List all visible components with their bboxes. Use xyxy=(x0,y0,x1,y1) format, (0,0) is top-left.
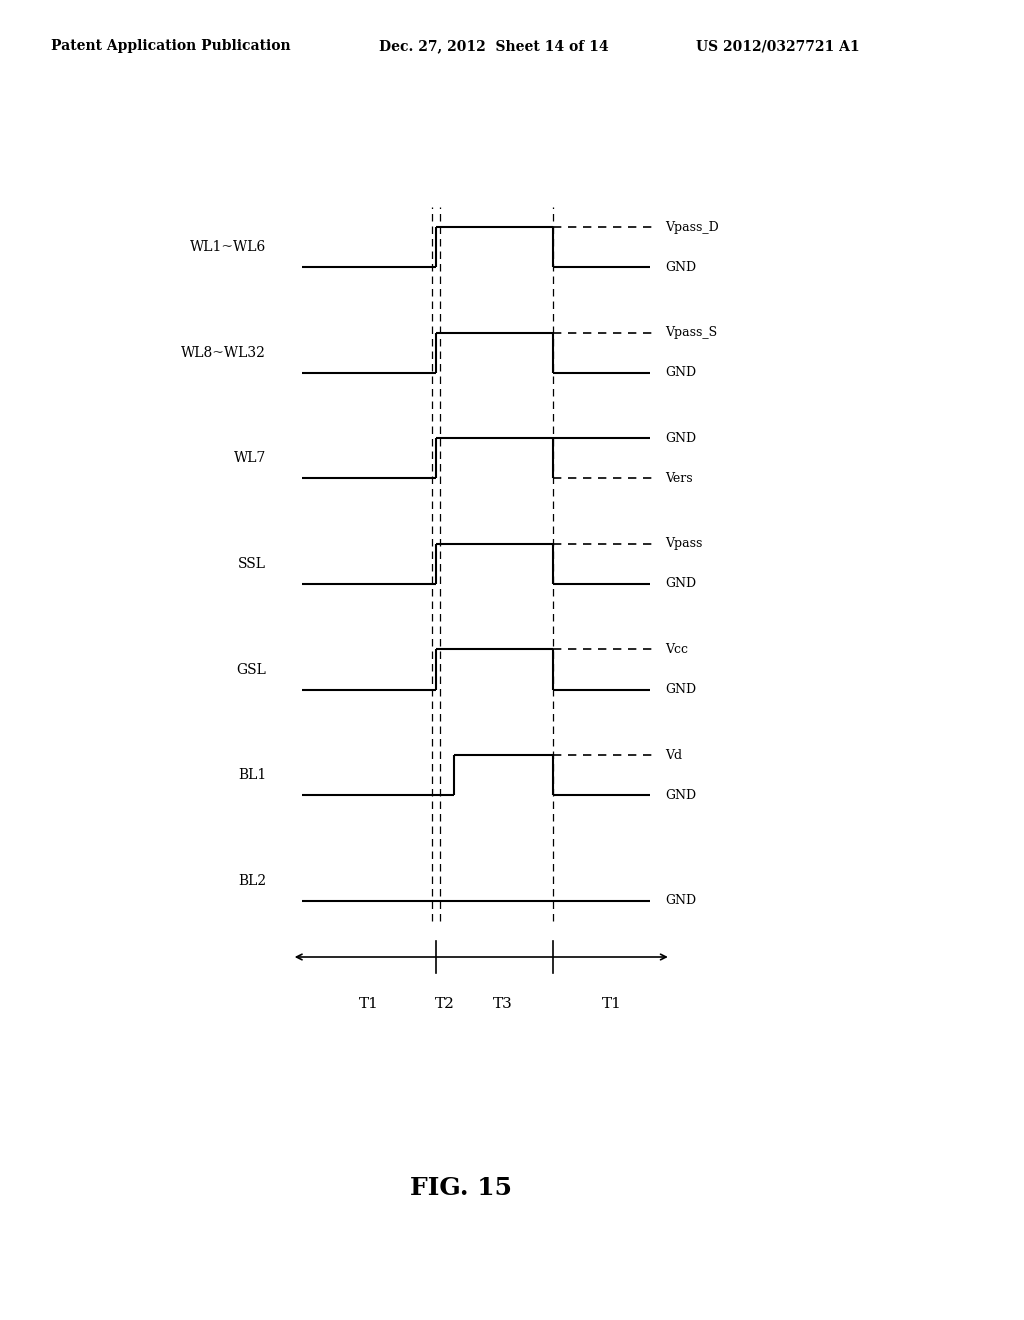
Text: GND: GND xyxy=(666,260,696,273)
Text: Vpass: Vpass xyxy=(666,537,702,550)
Text: Dec. 27, 2012  Sheet 14 of 14: Dec. 27, 2012 Sheet 14 of 14 xyxy=(379,40,608,53)
Text: T1: T1 xyxy=(359,997,379,1011)
Text: GND: GND xyxy=(666,682,696,696)
Text: Vers: Vers xyxy=(666,471,693,484)
Text: BL1: BL1 xyxy=(238,768,266,783)
Text: WL8~WL32: WL8~WL32 xyxy=(181,346,266,360)
Text: GND: GND xyxy=(666,788,696,801)
Text: GND: GND xyxy=(666,366,696,379)
Text: SSL: SSL xyxy=(239,557,266,572)
Text: WL1~WL6: WL1~WL6 xyxy=(190,240,266,255)
Text: T2: T2 xyxy=(435,997,455,1011)
Text: FIG. 15: FIG. 15 xyxy=(410,1176,512,1200)
Text: GSL: GSL xyxy=(237,663,266,677)
Text: Vd: Vd xyxy=(666,748,683,762)
Text: Vcc: Vcc xyxy=(666,643,688,656)
Text: GND: GND xyxy=(666,894,696,907)
Text: BL2: BL2 xyxy=(239,874,266,888)
Text: Vpass_D: Vpass_D xyxy=(666,220,719,234)
Text: GND: GND xyxy=(666,432,696,445)
Text: WL7: WL7 xyxy=(233,451,266,466)
Text: GND: GND xyxy=(666,577,696,590)
Text: T3: T3 xyxy=(494,997,513,1011)
Text: Patent Application Publication: Patent Application Publication xyxy=(51,40,291,53)
Text: T1: T1 xyxy=(602,997,622,1011)
Text: Vpass_S: Vpass_S xyxy=(666,326,718,339)
Text: US 2012/0327721 A1: US 2012/0327721 A1 xyxy=(696,40,860,53)
